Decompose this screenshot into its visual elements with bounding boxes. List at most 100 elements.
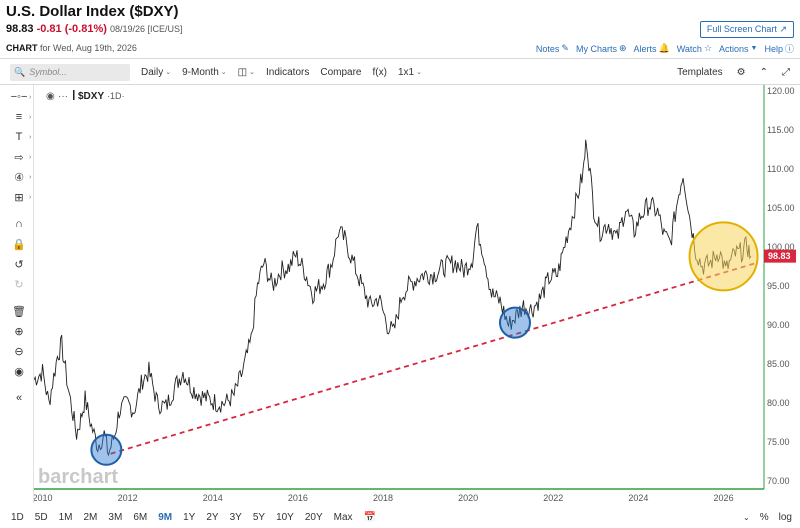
chevron-down-icon[interactable]: ⌄ <box>743 512 750 522</box>
alerts-label: Alerts <box>633 43 657 54</box>
fullscreen-icon[interactable]: ⤢ <box>782 66 790 78</box>
function-button[interactable]: f(x) <box>372 66 387 78</box>
zoom-in-icon[interactable]: ⊕ <box>14 325 24 338</box>
symbol-label: $DXY <box>78 91 104 102</box>
collapse-icon[interactable]: ⌃ <box>759 66 768 78</box>
chart-type-dropdown[interactable]: ◫ ⌄ <box>238 67 255 78</box>
y-tick-label: 80.00 <box>767 398 790 408</box>
layout-dropdown[interactable]: 1x1 ⌄ <box>398 67 422 78</box>
eye-icon[interactable]: ◉ <box>14 365 24 378</box>
period-2m-button[interactable]: 2M <box>83 511 98 523</box>
period-5d-button[interactable]: 5D <box>34 511 48 523</box>
period-3y-button[interactable]: 3Y <box>229 511 242 523</box>
star-icon: ☆ <box>703 43 713 53</box>
period-5y-button[interactable]: 5Y <box>252 511 266 523</box>
last-price-tag-box <box>764 249 796 263</box>
fibonacci-tool-icon[interactable]: ⊞ › <box>14 191 32 204</box>
actions-label: Actions <box>719 43 749 54</box>
interval-label: Daily <box>141 66 164 78</box>
actions-menu[interactable]: Actions ▼ <box>719 44 757 54</box>
help-icon: ⓘ <box>784 44 794 54</box>
period-3m-button[interactable]: 3M <box>108 511 123 523</box>
period-1m-button[interactable]: 1M <box>58 511 73 523</box>
price-chart[interactable]: 70.00 75.00 80.00 85.00 90.00 95.00 100.00 105.… <box>34 85 800 503</box>
drawing-tools-sidebar: −◦− › ≡ › T › ⇨ › ④ › ⊞ › ∩ 🔒 ↺ ↻ 🗑 ⊕ ⊖ ◉ « <box>0 85 34 503</box>
calendar-icon[interactable]: 📅 <box>363 511 377 523</box>
compare-button[interactable]: Compare <box>320 66 362 78</box>
support-trendline <box>110 261 758 455</box>
y-tick-label: 70.00 <box>767 476 790 486</box>
period-20y-button[interactable]: 20Y <box>304 511 323 523</box>
undo-icon[interactable]: ↺ <box>14 258 24 271</box>
collapse-sidebar-icon[interactable]: « <box>15 392 23 404</box>
symbol-search-input[interactable]: 🔍 Symbol... <box>10 63 130 81</box>
notes-link[interactable]: Notes ✎ <box>536 43 569 54</box>
y-tick-label: 115.00 <box>767 125 794 135</box>
layout-label: 1x1 <box>397 66 415 78</box>
y-tick-label: 90.00 <box>767 320 790 330</box>
divider <box>0 84 800 85</box>
redo-icon[interactable]: ↻ <box>14 278 24 291</box>
help-link[interactable]: Help ⓘ <box>764 42 794 55</box>
y-tick-label: 85.00 <box>767 359 790 369</box>
notes-label: Notes <box>535 43 560 54</box>
y-tick-label: 105.00 <box>767 203 795 213</box>
period-10y-button[interactable]: 10Y <box>276 511 294 523</box>
zoom-out-icon[interactable]: ⊖ <box>14 345 24 358</box>
plus-circle-icon: ⊕ <box>618 43 627 53</box>
alerts-link[interactable]: Alerts 🔔 <box>634 43 670 54</box>
templates-button[interactable]: Templates <box>677 66 723 78</box>
chevron-down-icon: ⌄ <box>416 69 422 76</box>
chevron-right-icon: › <box>29 173 32 181</box>
low-highlight-circle <box>498 306 531 339</box>
price-series-line <box>34 139 752 457</box>
interval-dropdown[interactable]: Daily ⌄ <box>141 67 171 78</box>
range-label: 9-Month <box>182 66 219 78</box>
full-screen-chart-button[interactable]: Full Screen Chart ↗ <box>699 21 794 38</box>
symbol-legend: ◉ ··· $DXY ·1D· <box>46 90 125 102</box>
number-marker-icon[interactable]: ④ › <box>14 171 32 184</box>
chevron-right-icon: › <box>29 133 32 141</box>
y-tick-label: 120.00 <box>767 86 795 96</box>
price-change: -0.81 (-0.81%) <box>36 23 107 35</box>
candlestick-icon: ◫ <box>237 66 248 78</box>
trash-icon[interactable]: 🗑 <box>12 305 26 318</box>
bell-icon: 🔔 <box>658 43 670 53</box>
x-tick-label: 2020 <box>458 493 478 503</box>
watch-label: Watch <box>676 43 702 54</box>
text-tool-icon[interactable]: T › <box>15 131 32 143</box>
interval-label: ·1D· <box>107 91 125 101</box>
chevron-down-icon: ⌄ <box>165 69 172 76</box>
x-tick-label: 2014 <box>203 493 223 503</box>
menu-dots-icon[interactable]: ··· <box>58 91 68 102</box>
eye-icon[interactable]: ◉ <box>46 91 55 102</box>
indicators-button[interactable]: Indicators <box>266 66 310 78</box>
lock-icon[interactable]: 🔒 <box>12 238 26 251</box>
period-2y-button[interactable]: 2Y <box>206 511 219 523</box>
percent-toggle[interactable]: % <box>759 511 769 523</box>
full-screen-label: Full Screen Chart <box>706 24 777 34</box>
arrow-tool-icon[interactable]: ⇨ › <box>14 151 32 164</box>
y-tick-label: 75.00 <box>767 437 790 447</box>
period-1y-button[interactable]: 1Y <box>183 511 196 523</box>
last-price: 98.83 <box>6 23 34 35</box>
my-charts-link[interactable]: My Charts ⊕ <box>576 43 627 54</box>
x-tick-label: 2018 <box>373 493 393 503</box>
period-1d-button[interactable]: 1D <box>11 511 24 523</box>
current-highlight-circle <box>688 221 759 292</box>
range-dropdown[interactable]: 9-Month ⌄ <box>182 67 227 78</box>
quote-line: 98.83 -0.81 (-0.81%) 08/19/26 [ICE/US] <box>6 23 183 35</box>
x-tick-label: 2016 <box>288 493 308 503</box>
settings-gear-icon[interactable]: ⚙ <box>736 66 746 78</box>
period-max-button[interactable]: Max <box>333 511 353 523</box>
period-6m-button[interactable]: 6M <box>133 511 148 523</box>
x-tick-label: 2026 <box>714 493 734 503</box>
last-price-tag-label: 98.83 <box>768 251 791 261</box>
magnet-icon[interactable]: ∩ <box>15 218 23 230</box>
crosshair-tool-icon[interactable]: −◦− › <box>10 91 32 103</box>
period-9m-button[interactable]: 9M <box>158 511 173 523</box>
log-toggle[interactable]: log <box>778 511 792 523</box>
chevron-right-icon: › <box>29 93 32 101</box>
watch-link[interactable]: Watch ☆ <box>677 43 712 54</box>
line-tool-icon[interactable]: ≡ › <box>15 111 32 123</box>
